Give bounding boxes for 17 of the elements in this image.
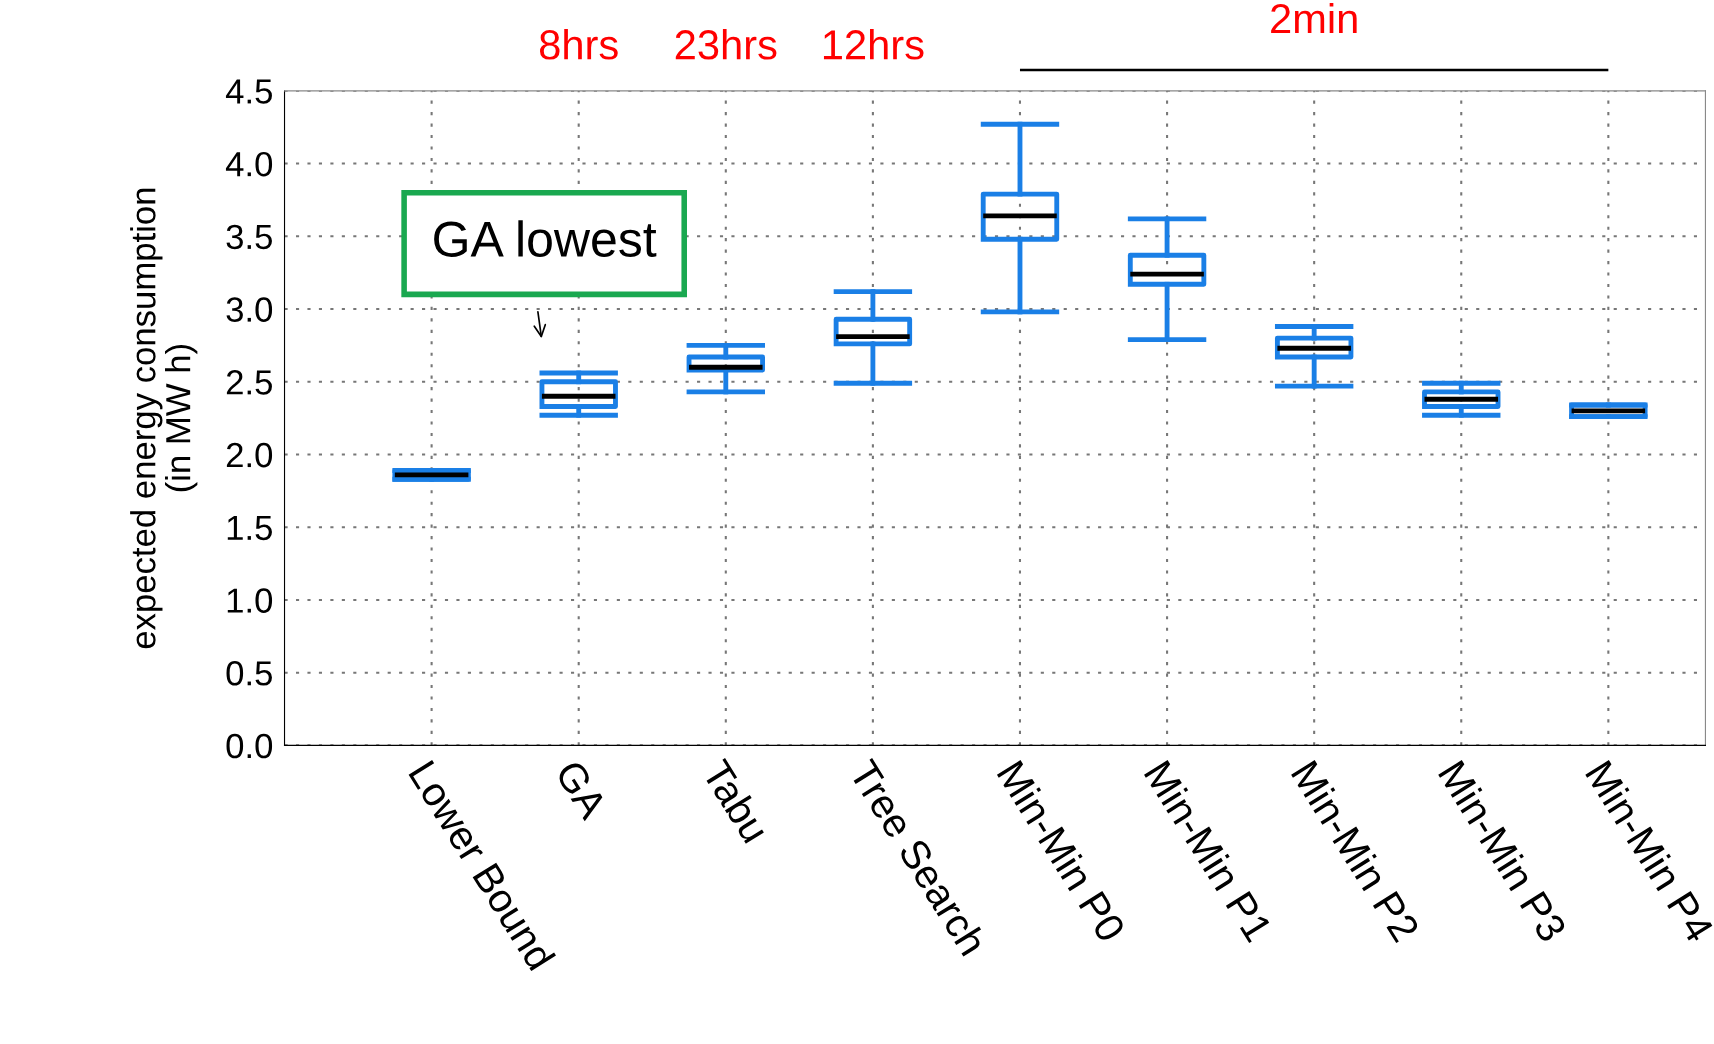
y-tick-label: 0.5 [226, 661, 272, 686]
y-tick-label: 2.5 [226, 370, 272, 395]
y-tick-label: 2.0 [226, 442, 273, 468]
y-tick-label: 4.0 [225, 151, 273, 177]
text: 23hrs [675, 29, 777, 60]
text: 12hrs [823, 29, 924, 60]
x-tick-label: GA [554, 758, 609, 822]
y-axis-title: expected energy consumption (in MW h) [130, 188, 198, 649]
y-tick-label: 3.0 [226, 297, 273, 322]
y-tick-label: 1.0 [227, 588, 273, 613]
text: 8hrs [539, 29, 618, 60]
y-tick-label: 1.5 [227, 515, 272, 541]
text: 2min [1271, 2, 1357, 34]
y-tick-label: 3.5 [226, 224, 272, 250]
annotation: GA lowest [434, 220, 657, 257]
y-tick-label: 4.5 [225, 79, 272, 104]
y-tick-label: 0.0 [226, 733, 273, 759]
